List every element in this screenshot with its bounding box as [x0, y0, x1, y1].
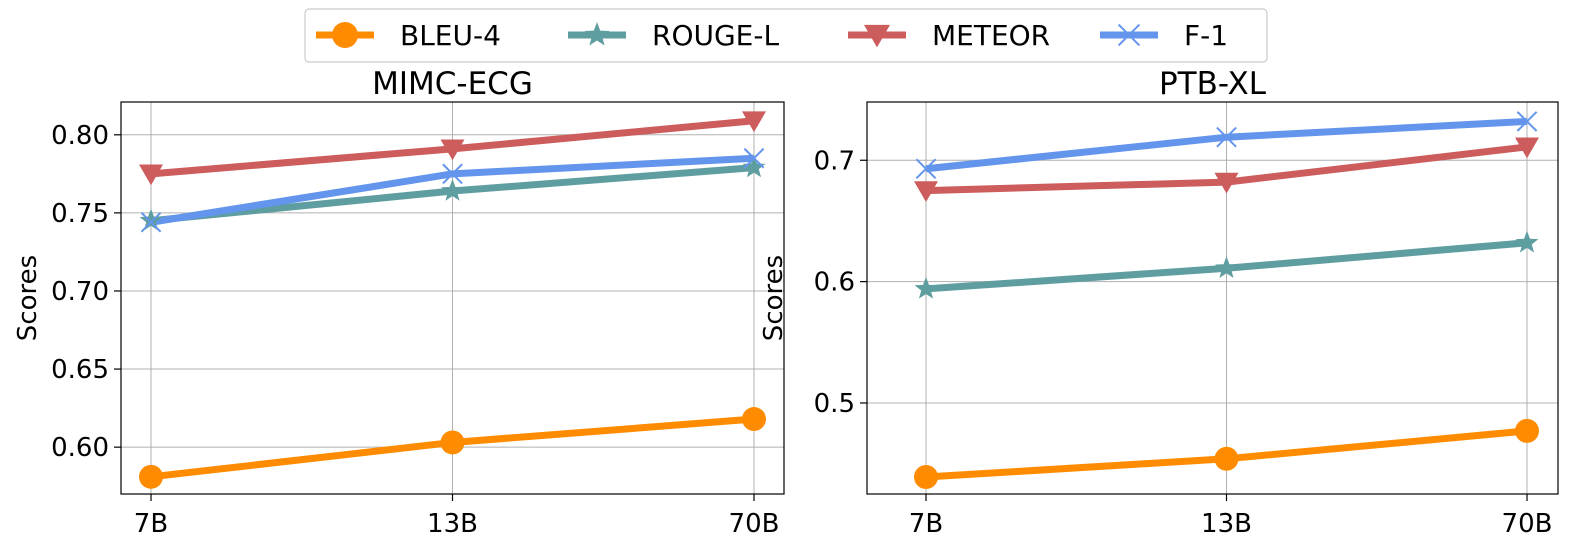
y-tick-label: 0.60 [51, 433, 109, 463]
y-axis-title: Scores [13, 255, 43, 341]
y-tick-label: 0.80 [51, 121, 109, 151]
point-bleu-4 [1214, 446, 1239, 471]
point-rouge-l [742, 155, 766, 178]
y-tick-label: 0.7 [814, 146, 855, 176]
point-rouge-l [441, 179, 464, 201]
point-meteor [440, 139, 465, 161]
x-tick-label: 13B [427, 509, 478, 539]
legend-marker-rouge-l [584, 22, 610, 46]
point-meteor [139, 164, 163, 186]
legend-marker-bleu-4 [332, 22, 358, 48]
legend: BLEU-4 ROUGE-L METEOR F-1 [304, 8, 1268, 63]
point-meteor [1214, 172, 1239, 194]
y-tick-label: 0.5 [814, 389, 855, 419]
point-rouge-l [914, 276, 938, 299]
point-f-1 [915, 158, 937, 180]
x-tick-label: 70B [1502, 509, 1553, 539]
plot-frame [866, 101, 1559, 495]
point-meteor [914, 181, 938, 202]
point-f-1 [1216, 126, 1237, 148]
point-f-1 [442, 163, 463, 185]
legend-label-f-1: F-1 [1184, 19, 1228, 52]
point-bleu-4 [440, 430, 465, 455]
point-meteor [1515, 137, 1539, 159]
y-axis-title: Scores [759, 255, 789, 341]
point-rouge-l [139, 208, 163, 231]
plot-area [867, 102, 1558, 494]
point-rouge-l [1215, 256, 1238, 278]
y-tick-label: 0.6 [814, 268, 855, 298]
point-meteor [742, 111, 766, 133]
x-tick-label: 7B [909, 509, 943, 539]
point-rouge-l [1515, 230, 1539, 253]
x-tick-label: 7B [134, 509, 168, 539]
legend-marker-f-1 [1117, 23, 1141, 47]
point-f-1 [1516, 111, 1538, 132]
point-bleu-4 [139, 464, 163, 489]
y-tick-label: 0.65 [51, 355, 109, 385]
legend-label-rouge-l: ROUGE-L [652, 19, 779, 52]
y-tick-label: 0.75 [51, 199, 109, 229]
point-f-1 [743, 147, 765, 169]
chart-title: PTB-XL [1159, 66, 1267, 102]
y-tick-label: 0.70 [51, 277, 109, 307]
chart-ptb-xl: 0.5 0.6 0.7 7B 13B 70B PTB-XL Scores [759, 66, 1559, 539]
legend-label-bleu-4: BLEU-4 [400, 19, 501, 52]
x-tick-label: 13B [1201, 509, 1252, 539]
legend-box [304, 8, 1268, 63]
point-f-1 [140, 211, 162, 233]
x-tick-label: 70B [729, 509, 780, 539]
legend-marker-meteor [864, 24, 890, 48]
chart-mimc-ecg: 0.60 0.65 0.70 0.75 0.80 7B 13B 70B MIMC-ECG Scor… [13, 66, 785, 539]
legend-label-meteor: METEOR [932, 19, 1050, 52]
point-bleu-4 [742, 407, 766, 432]
chart-title: MIMC-ECG [372, 66, 533, 102]
point-bleu-4 [1515, 418, 1539, 443]
point-bleu-4 [914, 465, 938, 490]
